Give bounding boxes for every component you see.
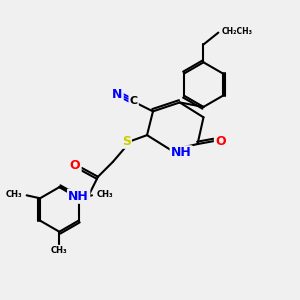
Text: CH₃: CH₃ xyxy=(51,246,68,255)
Text: C: C xyxy=(130,96,138,106)
Text: NH: NH xyxy=(68,190,89,202)
Text: S: S xyxy=(122,135,131,148)
Text: CH₃: CH₃ xyxy=(6,190,22,199)
Text: CH₂CH₃: CH₂CH₃ xyxy=(221,27,252,36)
Text: CH₃: CH₃ xyxy=(97,190,113,199)
Text: N: N xyxy=(112,88,122,100)
Text: O: O xyxy=(70,159,80,172)
Text: O: O xyxy=(215,135,226,148)
Text: NH: NH xyxy=(171,146,192,160)
